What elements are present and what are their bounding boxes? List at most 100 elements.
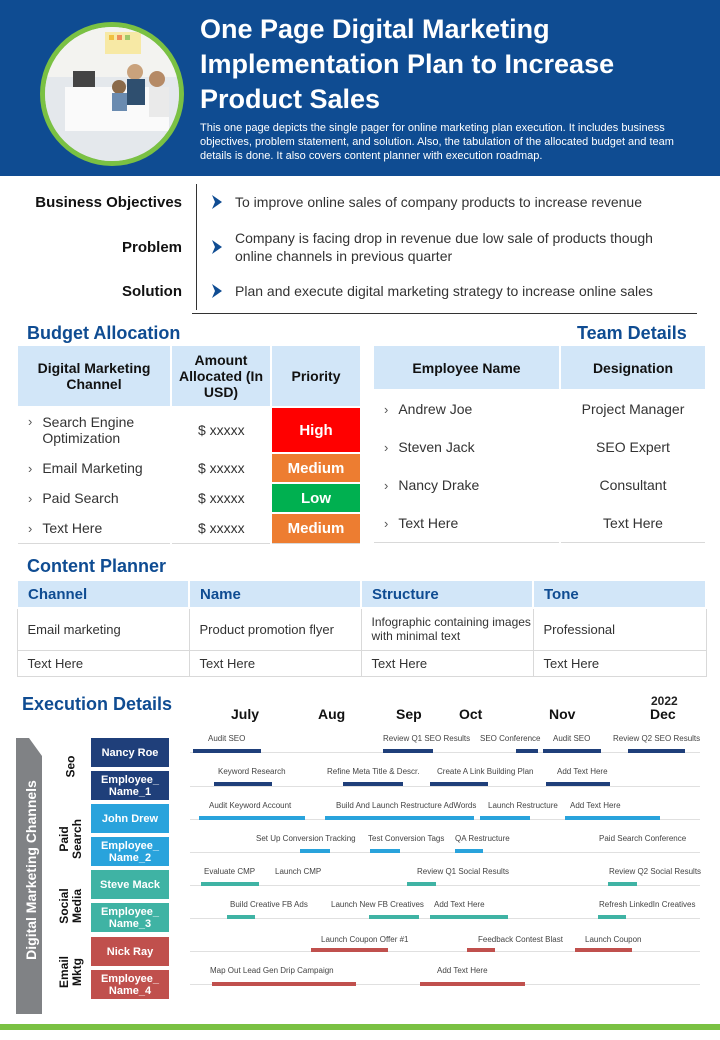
budget-channel-cell: › Text Here xyxy=(16,512,172,544)
task-label: Refresh LinkedIn Creatives xyxy=(599,900,696,909)
budget-header-amount: Amount Allocated (In USD) xyxy=(170,344,272,408)
team-name: Text Here xyxy=(398,515,459,532)
budget-amount: $ xxxxx xyxy=(170,482,272,514)
task-label: Test Conversion Tags xyxy=(368,834,445,843)
task-label: Audit SEO xyxy=(553,734,591,743)
task-label: Refine Meta Title & Descr. xyxy=(327,767,420,776)
task-label: QA Restructure xyxy=(455,834,510,843)
content-cell: Professional xyxy=(532,607,707,651)
execution-title: Execution Details xyxy=(22,694,173,714)
gantt-row-line xyxy=(190,752,700,753)
task-bar xyxy=(383,749,433,753)
task-bar xyxy=(407,882,436,886)
content-cell: Email marketing xyxy=(16,607,190,651)
year-label: 2022 xyxy=(651,694,678,708)
task-label: Review Q1 SEO Results xyxy=(383,734,471,743)
table-row: › Paid Search $ xxxxx Low xyxy=(16,482,362,514)
team-designation: SEO Expert xyxy=(559,427,707,467)
content-cell: Infographic containing images with minim… xyxy=(360,607,534,651)
group-label-seo: Seo xyxy=(63,755,78,778)
budget-channel-cell: › Email Marketing xyxy=(16,452,172,484)
task-label: Add Text Here xyxy=(434,900,485,909)
content-cell: Text Here xyxy=(188,649,362,677)
table-row: › Text Here $ xxxxx Medium xyxy=(16,512,362,544)
table-row: › Nancy Drake Consultant xyxy=(372,465,707,505)
team-name: Nancy Drake xyxy=(398,477,480,493)
chevron-right-icon xyxy=(212,240,222,254)
task-label: Add Text Here xyxy=(570,801,621,810)
task-label: Review Q2 SEO Results xyxy=(613,734,701,743)
task-bar xyxy=(369,915,419,919)
team-table: Employee Name Designation › Andrew Joe Pr… xyxy=(372,344,707,543)
priority-badge: High xyxy=(270,406,362,454)
task-label: Audit SEO xyxy=(208,734,246,743)
team-designation: Text Here xyxy=(559,503,707,543)
team-header-name: Employee Name xyxy=(372,344,561,391)
task-bar xyxy=(546,782,610,786)
task-bar xyxy=(300,849,330,853)
content-cell: Text Here xyxy=(360,649,534,677)
gantt-row-line xyxy=(190,951,700,952)
task-bar xyxy=(516,749,538,753)
chevron-icon: › xyxy=(384,516,389,532)
task-bar xyxy=(430,782,488,786)
month-aug: Aug xyxy=(318,706,346,722)
task-bar xyxy=(565,816,660,820)
table-row: Text Here Text Here Text Here Text Here xyxy=(16,649,707,677)
task-label: Keyword Research xyxy=(218,767,286,776)
task-label: Build And Launch Restructure AdWords xyxy=(336,801,477,810)
budget-channel-cell: › Search Engine Optimization xyxy=(16,406,172,454)
task-label: Feedback Contest Blast xyxy=(478,935,563,944)
task-bar xyxy=(575,948,632,952)
team-name: Steven Jack xyxy=(398,439,475,455)
divider-horizontal xyxy=(192,313,697,314)
team-title: Team Details xyxy=(577,323,687,343)
content-header-name: Name xyxy=(188,579,362,609)
month-sep: Sep xyxy=(396,706,422,722)
task-bar xyxy=(608,882,637,886)
task-label: Review Q2 Social Results xyxy=(609,867,702,876)
month-nov: Nov xyxy=(549,706,576,722)
task-bar xyxy=(214,782,272,786)
team-designation: Project Manager xyxy=(559,389,707,429)
team-name-cell: › Steven Jack xyxy=(372,427,561,467)
task-label: Launch Coupon xyxy=(585,935,642,944)
task-bar xyxy=(455,849,483,853)
budget-title: Budget Allocation xyxy=(27,323,181,343)
table-row: › Email Marketing $ xxxxx Medium xyxy=(16,452,362,484)
employee-tag: Employee_ Name_1 xyxy=(91,771,169,800)
group-label-social-media: Social Media xyxy=(57,888,84,924)
task-label: Launch New FB Creatives xyxy=(331,900,424,909)
task-label: Launch CMP xyxy=(275,867,322,876)
task-bar xyxy=(628,749,685,753)
team-name-cell: › Nancy Drake xyxy=(372,465,561,505)
team-name: Andrew Joe xyxy=(398,401,473,417)
priority-badge: Medium xyxy=(270,452,362,484)
month-oct: Oct xyxy=(459,706,483,722)
content-header-tone: Tone xyxy=(532,579,707,609)
task-label: Build Creative FB Ads xyxy=(230,900,308,909)
chevron-right-icon xyxy=(212,195,222,209)
budget-channel: Text Here xyxy=(42,520,103,537)
employee-tag: Employee_ Name_3 xyxy=(91,903,169,932)
content-cell: Product promotion flyer xyxy=(188,607,362,651)
page-subtitle: This one page depicts the single pager f… xyxy=(200,122,674,162)
gantt-row-line xyxy=(190,885,700,886)
gantt-row-line xyxy=(190,786,700,787)
content-table: Channel Name Structure Tone Email market… xyxy=(16,579,707,677)
footer-strip xyxy=(0,1024,720,1030)
content-title: Content Planner xyxy=(27,556,167,576)
divider-vertical xyxy=(196,184,197,310)
gantt-row-line xyxy=(190,852,700,853)
objective-label: Business Objectives xyxy=(35,193,182,211)
employee-tag: Employee_ Name_2 xyxy=(91,837,169,866)
task-bar xyxy=(212,982,356,986)
objective-label: Problem xyxy=(121,238,182,256)
task-bar xyxy=(370,849,400,853)
budget-amount: $ xxxxx xyxy=(170,512,272,544)
budget-table: Digital Marketing Channel Amount Allocat… xyxy=(16,344,362,544)
task-label: Map Out Lead Gen Drip Campaign xyxy=(210,966,334,975)
task-label: Paid Search Conference xyxy=(599,834,687,843)
priority-badge: Low xyxy=(270,482,362,514)
task-label: Set Up Conversion Tracking xyxy=(256,834,356,843)
